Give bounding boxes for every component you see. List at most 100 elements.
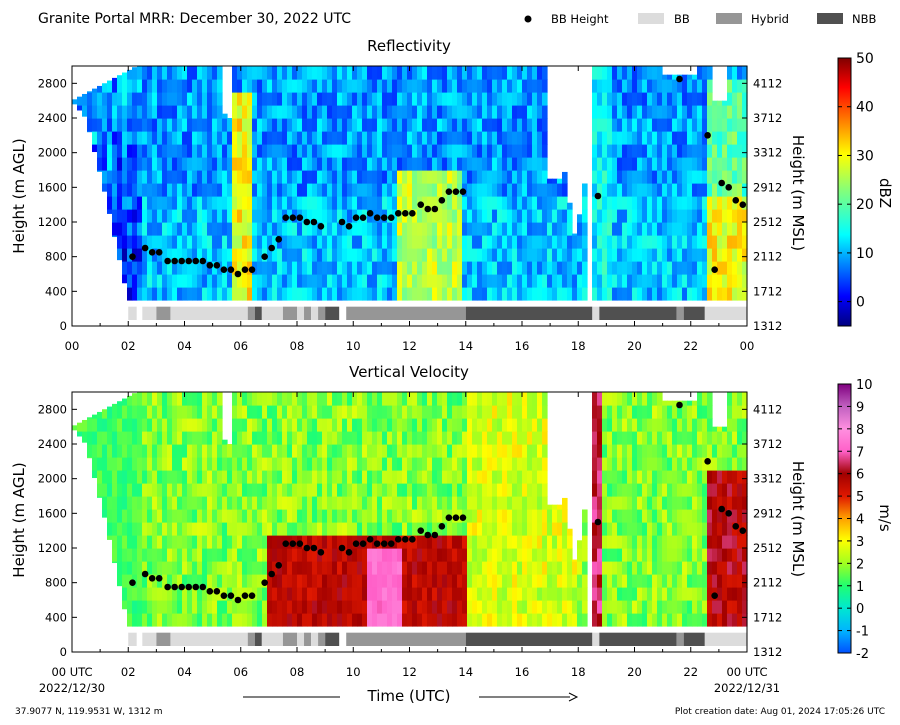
velocity-field-cell <box>207 405 213 419</box>
velocity-field-cell <box>242 470 248 484</box>
velocity-field-cell <box>652 587 658 601</box>
velocity-field-cell <box>322 548 328 562</box>
velocity-field-cell <box>517 561 523 575</box>
reflectivity-field-cell <box>307 261 313 275</box>
velocity-field-cell <box>422 405 428 419</box>
velocity-field-cell <box>397 483 403 497</box>
velocity-field-cell <box>402 431 408 445</box>
reflectivity-field-cell <box>97 144 103 158</box>
reflectivity-field-cell <box>222 157 228 171</box>
velocity-field-cell <box>172 496 178 510</box>
reflectivity-field-cell <box>592 222 598 236</box>
velocity-field-cell <box>232 522 238 536</box>
reflectivity-field-cell <box>392 105 398 119</box>
reflectivity-field-cell <box>117 248 123 261</box>
reflectivity-panel: Reflectivity 00 02 04 06 08 10 12 14 16 18 20 22 00 … <box>10 37 894 353</box>
velocity-field-cell <box>357 587 363 601</box>
velocity-field-cell <box>392 548 398 562</box>
velocity-field-cell <box>232 613 238 627</box>
reflectivity-field-cell <box>687 183 693 197</box>
reflectivity-field-cell <box>207 274 213 288</box>
reflectivity-field-cell <box>332 183 338 197</box>
reflectivity-field-cell <box>467 170 473 184</box>
reflectivity-field-cell <box>82 105 88 117</box>
reflectivity-field-cell <box>302 274 308 288</box>
velocity-field-cell <box>682 522 688 536</box>
reflectivity-field-cell <box>702 209 708 223</box>
reflectivity-field-cell <box>482 235 488 249</box>
reflectivity-field-cell <box>612 92 618 106</box>
velocity-field-cell <box>372 470 378 484</box>
reflectivity-field-cell <box>422 66 428 80</box>
reflectivity-field-cell <box>422 222 428 236</box>
velocity-field-cell <box>477 392 483 406</box>
reflectivity-field-cell <box>302 209 308 223</box>
reflectivity-field-cell <box>692 131 698 145</box>
velocity-field-cell <box>467 574 473 588</box>
reflectivity-field-cell <box>167 248 173 262</box>
velocity-field-cell <box>522 470 528 484</box>
velocity-bb-type-segment <box>282 632 297 646</box>
reflectivity-field-cell <box>692 248 698 262</box>
velocity-field-cell <box>132 483 138 497</box>
reflectivity-field-cell <box>192 170 198 184</box>
velocity-field <box>72 392 748 627</box>
velocity-field-cell <box>497 431 503 445</box>
reflectivity-field-cell <box>697 105 703 119</box>
velocity-bb-height-point <box>366 536 374 543</box>
reflectivity-field-cell <box>512 209 518 223</box>
reflectivity-field-cell <box>507 261 513 275</box>
reflectivity-field-cell <box>597 118 603 132</box>
reflectivity-field-cell <box>252 287 258 301</box>
reflectivity-bb-height-point <box>417 201 425 208</box>
reflectivity-field-cell <box>127 209 133 223</box>
velocity-field-cell <box>577 561 583 575</box>
reflectivity-field-cell <box>502 144 508 158</box>
reflectivity-field-cell <box>262 79 268 93</box>
velocity-field-cell <box>392 600 398 614</box>
velocity-field-cell <box>252 483 258 497</box>
velocity-field-cell <box>132 393 138 406</box>
reflectivity-field-cell <box>157 274 163 288</box>
reflectivity-field-cell <box>522 157 528 171</box>
reflectivity-field-cell <box>177 79 183 93</box>
velocity-field-cell <box>517 613 523 627</box>
reflectivity-field-cell <box>527 196 533 210</box>
velocity-field-cell <box>297 496 303 510</box>
reflectivity-field-cell <box>537 92 543 106</box>
reflectivity-field-cell <box>662 131 668 145</box>
reflectivity-field-cell <box>202 222 208 236</box>
reflectivity-field-cell <box>612 287 618 301</box>
velocity-field-cell <box>217 613 223 627</box>
velocity-field-cell <box>442 587 448 601</box>
velocity-field-cell <box>702 496 708 510</box>
reflectivity-field-cell <box>657 92 663 106</box>
velocity-field-cell <box>627 483 633 497</box>
reflectivity-field-cell <box>452 105 458 119</box>
reflectivity-field-cell <box>217 287 223 301</box>
velocity-field-cell <box>522 600 528 614</box>
reflectivity-field-cell <box>112 131 118 145</box>
velocity-field-cell <box>477 470 483 484</box>
velocity-field-cell <box>717 509 723 523</box>
velocity-field-cell <box>627 470 633 484</box>
velocity-field-cell <box>112 522 118 536</box>
reflectivity-field-cell <box>412 287 418 301</box>
velocity-field-cell <box>482 392 488 406</box>
velocity-bb-height-points <box>129 401 747 604</box>
reflectivity-field-cell <box>112 157 118 171</box>
velocity-field-cell <box>347 535 353 549</box>
velocity-field-cell <box>652 600 658 614</box>
reflectivity-field-cell <box>297 118 303 132</box>
velocity-field-cell <box>202 444 208 458</box>
velocity-field-cell <box>372 496 378 510</box>
reflectivity-field-cell <box>687 209 693 223</box>
velocity-field-cell <box>272 405 278 419</box>
velocity-field-cell <box>662 470 668 484</box>
reflectivity-field-cell <box>507 183 513 197</box>
reflectivity-field-cell <box>167 235 173 249</box>
velocity-field-cell <box>487 470 493 484</box>
reflectivity-field-cell <box>117 170 123 184</box>
reflectivity-field-cell <box>362 170 368 184</box>
reflectivity-field-cell <box>242 274 248 288</box>
